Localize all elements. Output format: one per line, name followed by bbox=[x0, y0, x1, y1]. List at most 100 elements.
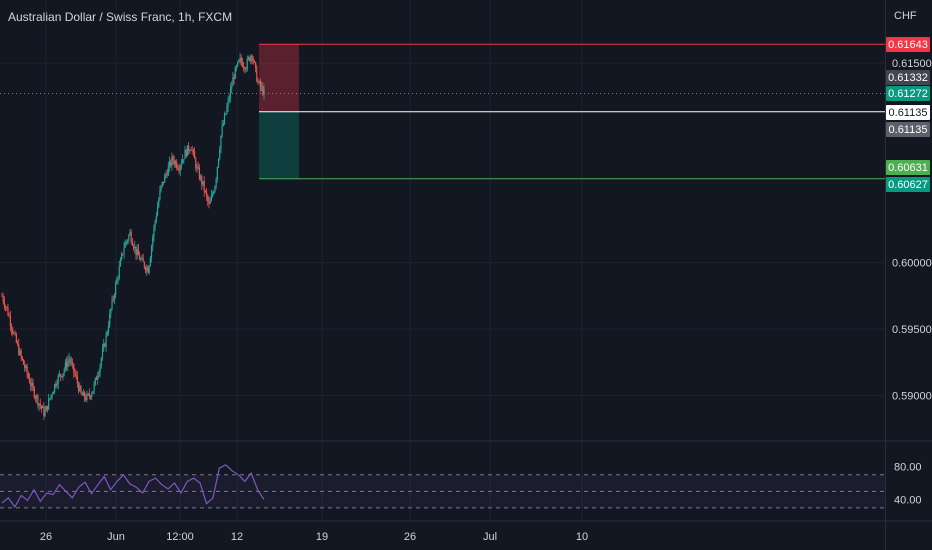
candle-body-165 bbox=[198, 168, 200, 179]
candle-body-44 bbox=[54, 384, 56, 392]
candle-body-55 bbox=[67, 360, 69, 368]
candle-body-155 bbox=[186, 145, 189, 157]
candle-body-183 bbox=[220, 135, 222, 150]
candle-body-135 bbox=[162, 181, 165, 183]
candle-body-180 bbox=[216, 167, 218, 179]
candle-body-184 bbox=[221, 125, 223, 136]
candle-body-203 bbox=[244, 67, 246, 70]
candle-body-147 bbox=[177, 168, 179, 170]
candles bbox=[1, 52, 265, 420]
candle-body-148 bbox=[178, 169, 180, 171]
candle-body-116 bbox=[140, 258, 142, 260]
candle-body-109 bbox=[131, 241, 134, 246]
candle-body-25 bbox=[31, 382, 33, 386]
candle-body-97 bbox=[117, 277, 119, 280]
candle-body-145 bbox=[174, 161, 177, 165]
candle-body-69 bbox=[83, 392, 86, 398]
candle-body-16 bbox=[20, 350, 22, 357]
candle-body-133 bbox=[160, 185, 162, 190]
candle-body-35 bbox=[43, 406, 45, 416]
candle-body-181 bbox=[217, 158, 220, 168]
candle-body-5 bbox=[7, 307, 9, 316]
candle-body-3 bbox=[4, 306, 7, 308]
candle-body-60 bbox=[73, 363, 75, 373]
candle-body-214 bbox=[257, 81, 259, 83]
candle-body-152 bbox=[183, 159, 185, 160]
candle-body-84 bbox=[101, 349, 104, 359]
candle-body-75 bbox=[91, 393, 93, 398]
candle-body-58 bbox=[70, 362, 72, 364]
price-tick-3: 0.59000 bbox=[892, 390, 932, 402]
chart-title: Australian Dollar / Swiss Franc, 1h, FXC… bbox=[8, 10, 232, 24]
candle-body-22 bbox=[27, 373, 29, 378]
candle-body-127 bbox=[153, 226, 155, 238]
price-tick-2: 0.59500 bbox=[892, 324, 932, 336]
candle-body-179 bbox=[215, 178, 217, 187]
candle-body-191 bbox=[229, 88, 232, 99]
candle-body-150 bbox=[180, 163, 183, 166]
candle-body-64 bbox=[77, 383, 80, 391]
candle-body-134 bbox=[161, 181, 163, 186]
candle-body-193 bbox=[232, 77, 234, 87]
candle-body-216 bbox=[259, 81, 262, 87]
candle-body-87 bbox=[105, 334, 107, 347]
price-badge-label-target: 0.60631 bbox=[888, 162, 928, 174]
rsi-pane[interactable]: 80.00 40.00 bbox=[0, 462, 922, 509]
currency-label: CHF bbox=[894, 10, 917, 22]
candle-body-2 bbox=[3, 301, 5, 307]
candle-body-53 bbox=[64, 362, 67, 370]
price-axis[interactable]: 0.61643 0.61332 0.61272 0.61135 0.61135 0.606… bbox=[886, 37, 932, 402]
candle-body-38 bbox=[46, 406, 49, 410]
candle-body-154 bbox=[185, 149, 187, 157]
position-zones[interactable] bbox=[259, 44, 299, 179]
candle-body-172 bbox=[207, 195, 209, 202]
time-tick-2: 12:00 bbox=[166, 531, 194, 543]
candle-body-131 bbox=[158, 199, 160, 207]
candle-body-73 bbox=[88, 393, 90, 396]
candle-body-141 bbox=[170, 161, 172, 166]
rsi-line bbox=[1, 464, 265, 509]
candle-body-142 bbox=[171, 156, 173, 166]
candle-body-101 bbox=[122, 253, 124, 255]
time-tick-3: 12 bbox=[231, 531, 243, 543]
candle-body-105 bbox=[127, 240, 129, 242]
candle-body-192 bbox=[231, 86, 233, 89]
candle-body-132 bbox=[159, 189, 161, 200]
candle-body-117 bbox=[141, 258, 143, 259]
candle-body-56 bbox=[68, 358, 70, 361]
candle-body-102 bbox=[123, 247, 125, 254]
candle-body-210 bbox=[252, 58, 254, 62]
candle-body-130 bbox=[156, 206, 159, 216]
candle-body-159 bbox=[191, 149, 193, 151]
candle-body-78 bbox=[94, 377, 96, 384]
time-tick-7: 10 bbox=[576, 531, 588, 543]
price-badge-label-target_copy: 0.60627 bbox=[888, 179, 928, 191]
candle-body-126 bbox=[152, 237, 154, 247]
candle-body-13 bbox=[16, 342, 19, 345]
candle-body-71 bbox=[86, 394, 88, 400]
candle-body-76 bbox=[92, 391, 94, 394]
price-badge-label-stop: 0.61643 bbox=[888, 39, 928, 51]
candle-body-185 bbox=[222, 123, 224, 126]
candle-body-138 bbox=[166, 173, 168, 176]
candle-body-169 bbox=[203, 181, 205, 192]
price-badge-label-entry_copy: 0.61135 bbox=[889, 124, 928, 136]
candle-body-81 bbox=[98, 372, 100, 377]
candle-body-176 bbox=[211, 193, 214, 196]
candle-body-121 bbox=[146, 267, 148, 271]
candle-body-136 bbox=[164, 175, 166, 183]
time-axis[interactable]: 26 Jun 12:00 12 19 26 Jul 10 bbox=[40, 531, 588, 543]
candle-body-143 bbox=[172, 156, 174, 161]
candle-body-94 bbox=[113, 295, 116, 300]
price-badge-last_price bbox=[886, 86, 930, 101]
candle-body-63 bbox=[76, 376, 78, 384]
candle-body-201 bbox=[241, 62, 244, 67]
candle-body-211 bbox=[253, 61, 256, 63]
candle-body-113 bbox=[136, 249, 138, 255]
candle-body-85 bbox=[103, 343, 105, 350]
candle-body-7 bbox=[9, 316, 11, 326]
price-level-lines bbox=[0, 43, 885, 180]
candle-body-129 bbox=[155, 215, 157, 221]
candle-body-118 bbox=[142, 258, 144, 263]
